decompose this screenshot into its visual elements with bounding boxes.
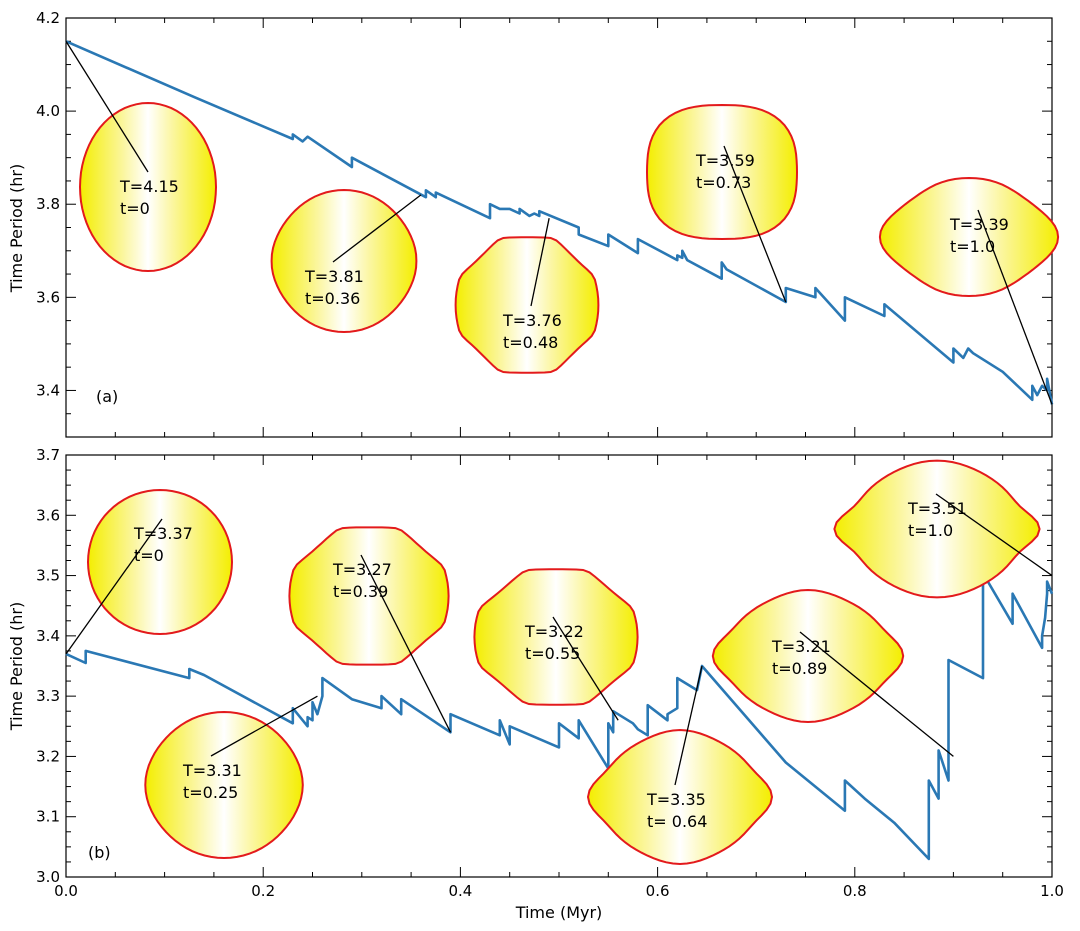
leader-line bbox=[935, 493, 1053, 577]
y-tick-label: 3.5 bbox=[36, 567, 60, 585]
panel-a: 3.4 3.6 3.8 4.0 4.2 T=4.15 t=0 T=3.81 t=0.36 T=3… bbox=[7, 9, 1060, 438]
panel-b: 3.0 3.1 3.2 3.3 3.4 3.5 3.6 3.7 0.0 0.2 0.4 0.6 0.8 1… bbox=[7, 446, 1064, 922]
x-axis-label: Time (Myr) bbox=[515, 903, 603, 922]
deformed-shape bbox=[144, 710, 304, 860]
panel-b-series bbox=[65, 580, 1054, 861]
y-tick-label: 3.6 bbox=[36, 506, 60, 524]
panel-a-series bbox=[65, 40, 1054, 405]
leader-line bbox=[552, 616, 619, 721]
deformed-shape bbox=[270, 188, 418, 334]
x-tick-label: 0.0 bbox=[54, 882, 78, 900]
y-tick-label: 4.0 bbox=[36, 102, 60, 120]
leader-line bbox=[799, 631, 954, 757]
annotation-time: t=0.73 bbox=[696, 173, 751, 192]
annotation-period: T=3.39 bbox=[949, 215, 1009, 234]
series-line bbox=[65, 580, 1054, 861]
deformed-shape bbox=[473, 568, 639, 706]
deformed-shape bbox=[645, 103, 799, 241]
deformed-shape bbox=[586, 728, 774, 866]
annotation-period: T=3.21 bbox=[771, 637, 831, 656]
annotation-period: T=3.35 bbox=[646, 790, 706, 809]
x-tick-label: 0.8 bbox=[843, 882, 867, 900]
leader-line bbox=[360, 554, 452, 733]
deformed-shape bbox=[78, 101, 218, 273]
annotation-time: t=0.48 bbox=[503, 333, 558, 352]
annotation-period: T=3.22 bbox=[524, 622, 584, 641]
y-tick-label: 3.6 bbox=[36, 288, 60, 306]
series-line bbox=[65, 40, 1054, 405]
annotation-period: T=3.81 bbox=[304, 267, 364, 286]
x-tick-label: 0.4 bbox=[448, 882, 472, 900]
y-tick-label: 3.4 bbox=[36, 381, 60, 399]
y-tick-label: 3.0 bbox=[36, 868, 60, 886]
annotation-period: T=3.37 bbox=[133, 524, 193, 543]
y-tick-label: 4.2 bbox=[36, 9, 60, 27]
panel-b-label: (b) bbox=[88, 843, 111, 862]
annotation-period: T=4.15 bbox=[119, 177, 179, 196]
deformed-shape bbox=[878, 176, 1060, 298]
panel-a-ticks: 3.4 3.6 3.8 4.0 4.2 bbox=[36, 9, 1053, 438]
annotation-time: t=0 bbox=[134, 546, 164, 565]
deformed-shape bbox=[86, 488, 234, 636]
leader-line bbox=[65, 518, 163, 655]
annotation-period: T=3.76 bbox=[502, 311, 562, 330]
y-tick-label: 3.3 bbox=[36, 687, 60, 705]
annotation-time: t=0.55 bbox=[525, 644, 580, 663]
annotation-time: t=0.39 bbox=[333, 582, 388, 601]
leader-line bbox=[210, 695, 318, 757]
annotation-time: t=0.89 bbox=[772, 659, 827, 678]
panel-b-ylabel: Time Period (hr) bbox=[7, 602, 26, 731]
x-tick-label: 1.0 bbox=[1040, 882, 1064, 900]
annotation-time: t= 0.64 bbox=[647, 812, 707, 831]
annotation-period: T=3.51 bbox=[907, 499, 967, 518]
annotation-time: t=0 bbox=[120, 199, 150, 218]
y-tick-label: 3.1 bbox=[36, 808, 60, 826]
deformed-shape bbox=[833, 459, 1041, 599]
leader-line bbox=[674, 665, 703, 786]
y-tick-label: 3.7 bbox=[36, 446, 60, 464]
leader-line bbox=[65, 40, 149, 173]
y-tick-label: 3.4 bbox=[36, 627, 60, 645]
panel-b-ticks: 3.0 3.1 3.2 3.3 3.4 3.5 3.6 3.7 0.0 0.2 0.4 0.6 0.8 1… bbox=[36, 446, 1064, 900]
y-tick-label: 3.8 bbox=[36, 195, 60, 213]
panel-b-annotations: T=3.37 t=0 T=3.31 t=0.25 T=3.27 t=0.39 T=3.22 t… bbox=[65, 459, 1053, 866]
deformed-shape bbox=[711, 588, 905, 724]
annotation-period: T=3.59 bbox=[695, 151, 755, 170]
panel-a-annotations: T=4.15 t=0 T=3.81 t=0.36 T=3.76 t=0.48 T=3.59 t… bbox=[65, 40, 1060, 405]
annotation-time: t=1.0 bbox=[950, 237, 995, 256]
y-tick-label: 3.2 bbox=[36, 747, 60, 765]
annotation-time: t=0.25 bbox=[183, 783, 238, 802]
leader-line bbox=[332, 194, 422, 263]
deformed-shape bbox=[454, 236, 600, 374]
annotation-period: T=3.31 bbox=[182, 761, 242, 780]
annotation-time: t=0.36 bbox=[305, 289, 360, 308]
annotation-period: T=3.27 bbox=[332, 560, 392, 579]
panel-a-ylabel: Time Period (hr) bbox=[7, 164, 26, 293]
deformed-shape bbox=[288, 526, 450, 666]
leader-line bbox=[977, 209, 1053, 405]
leader-line bbox=[530, 218, 550, 307]
panel-a-label: (a) bbox=[96, 387, 118, 406]
x-tick-label: 0.2 bbox=[251, 882, 275, 900]
x-tick-label: 0.6 bbox=[646, 882, 670, 900]
leader-line bbox=[723, 145, 787, 303]
annotation-time: t=1.0 bbox=[908, 521, 953, 540]
